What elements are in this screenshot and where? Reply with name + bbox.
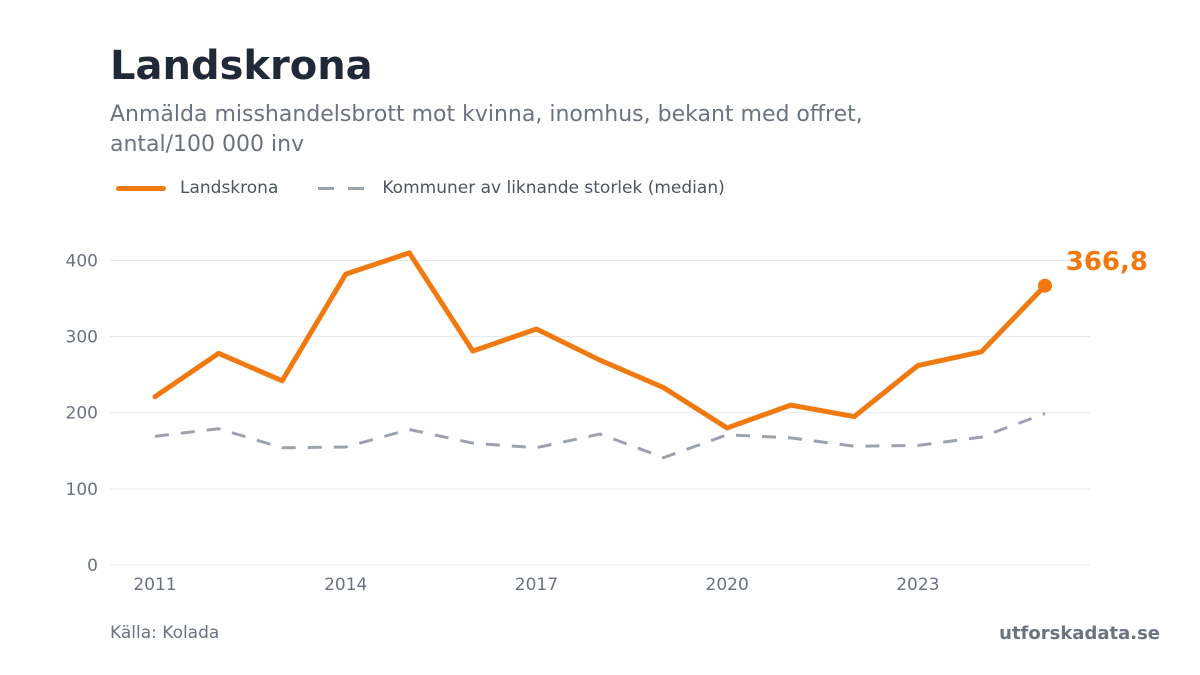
x-tick-label: 2014 bbox=[324, 575, 367, 595]
legend-swatch-solid bbox=[116, 185, 166, 191]
legend-label-landskrona: Landskrona bbox=[180, 178, 279, 198]
legend-swatch-dashed bbox=[318, 186, 369, 190]
brand-link[interactable]: utforskadata.se bbox=[999, 623, 1160, 644]
x-tick-label: 2017 bbox=[515, 575, 558, 595]
x-tick-label: 2023 bbox=[896, 575, 939, 595]
chart-title: Landskrona bbox=[110, 43, 373, 89]
legend-item-landskrona: Landskrona bbox=[116, 178, 278, 198]
end-value-label: 366,8 bbox=[1066, 247, 1148, 277]
end-point-marker bbox=[1038, 278, 1052, 293]
x-tick-label: 2020 bbox=[706, 575, 749, 595]
series-line-landskrona bbox=[152, 250, 1048, 431]
x-tick-label: 2011 bbox=[133, 575, 176, 595]
chart-legend: Landskrona Kommuner av liknande storlek … bbox=[116, 178, 765, 198]
chart-subtitle: Anmälda misshandelsbrott mot kvinna, ino… bbox=[110, 102, 863, 157]
series-line-median bbox=[154, 412, 1046, 460]
legend-item-median: Kommuner av liknande storlek (median) bbox=[318, 178, 725, 198]
y-tick-label: 200 bbox=[66, 404, 98, 424]
source-note: Källa: Kolada bbox=[110, 623, 220, 643]
y-tick-label: 400 bbox=[66, 251, 98, 271]
legend-label-median: Kommuner av liknande storlek (median) bbox=[382, 178, 725, 198]
y-tick-label: 100 bbox=[66, 480, 98, 500]
y-tick-label: 0 bbox=[87, 556, 98, 576]
y-tick-label: 300 bbox=[66, 328, 98, 348]
